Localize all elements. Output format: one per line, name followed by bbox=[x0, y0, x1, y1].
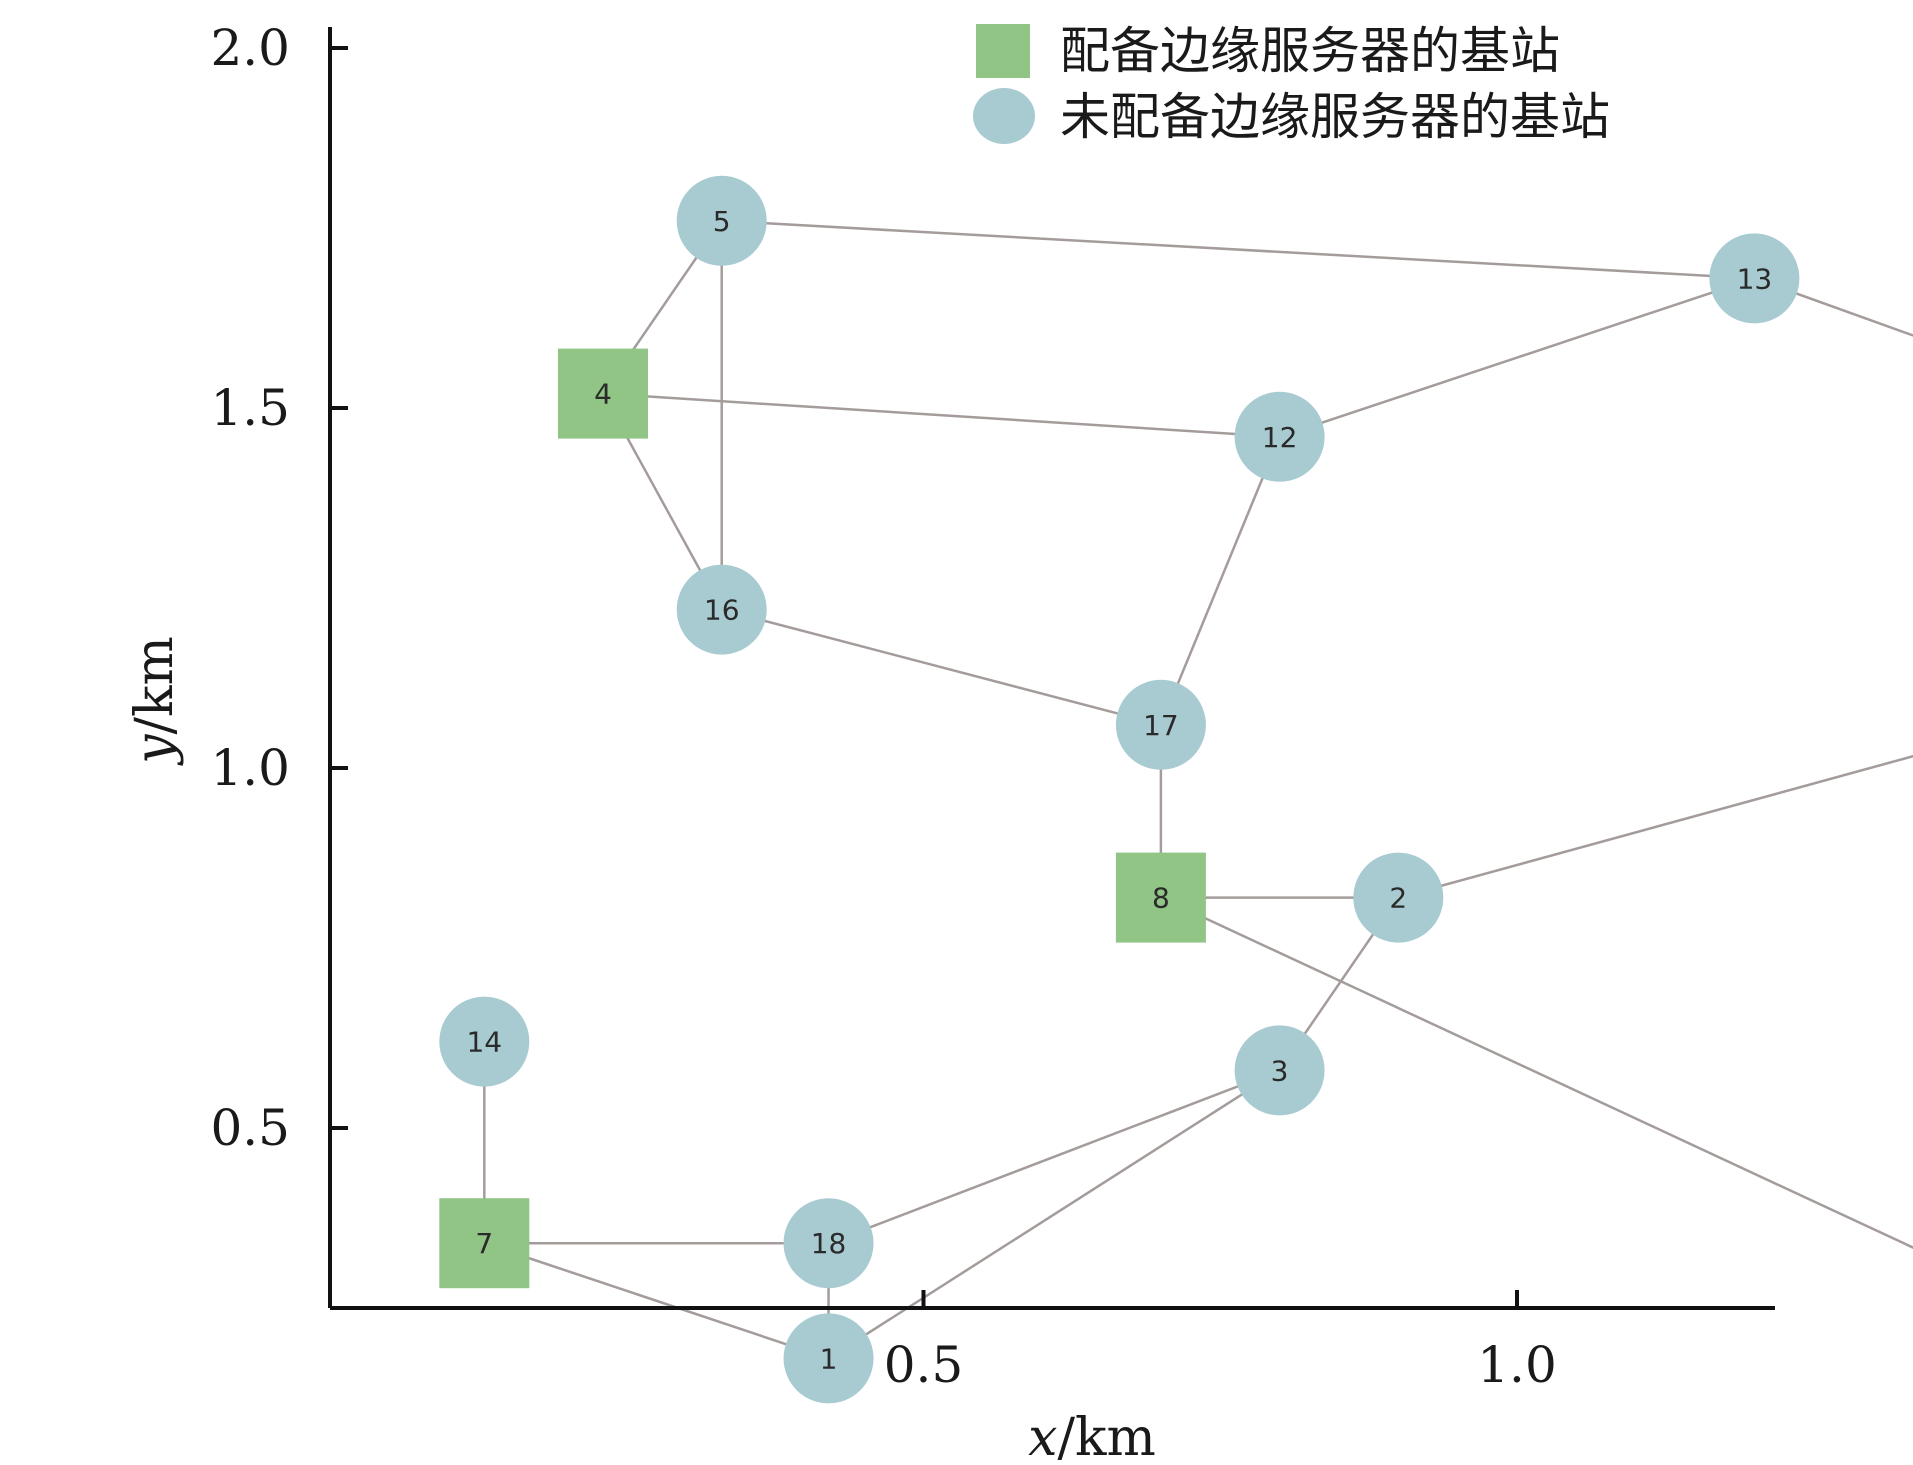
station-marker-14 bbox=[439, 996, 530, 1087]
edge-12-13 bbox=[1279, 277, 1755, 438]
x-tick-label: 0.5 bbox=[884, 1336, 964, 1394]
server-station-marker-7 bbox=[439, 1198, 530, 1289]
legend: 配备边缘服务器的基站 未配备边缘服务器的基站 bbox=[973, 22, 1610, 146]
node-label-14: 14 bbox=[466, 1026, 502, 1059]
edge-1-3 bbox=[827, 1069, 1281, 1360]
edge-2-15 bbox=[1397, 754, 1913, 899]
node-label-7: 7 bbox=[475, 1227, 493, 1260]
y-axis-unit: /km bbox=[125, 636, 185, 734]
y-tick-label: 0.5 bbox=[210, 1099, 290, 1157]
station-marker-3 bbox=[1234, 1025, 1325, 1116]
node-label-4: 4 bbox=[594, 378, 612, 411]
station-marker-12 bbox=[1234, 391, 1325, 482]
node-label-2: 2 bbox=[1389, 882, 1407, 915]
node-label-18: 18 bbox=[811, 1227, 847, 1260]
x-axis-unit: /km bbox=[1057, 1408, 1155, 1465]
edge-18-3 bbox=[828, 1069, 1281, 1245]
node-label-5: 5 bbox=[713, 205, 731, 238]
edge-16-17 bbox=[721, 608, 1162, 727]
legend-label-server: 配备边缘服务器的基站 bbox=[1060, 22, 1560, 80]
y-tick-label: 1.0 bbox=[210, 739, 290, 797]
legend-label-no-server: 未配备边缘服务器的基站 bbox=[1060, 88, 1610, 146]
edge-8-6 bbox=[1160, 896, 1913, 1249]
station-marker-17 bbox=[1115, 679, 1206, 770]
node-label-16: 16 bbox=[704, 594, 740, 627]
y-tick-label: 1.5 bbox=[210, 379, 290, 437]
edge-12-17 bbox=[1159, 436, 1281, 726]
y-tick-label: 2.0 bbox=[210, 19, 290, 77]
y-axis-label: y/km bbox=[125, 636, 185, 766]
edge-4-12 bbox=[602, 392, 1280, 439]
station-marker-2 bbox=[1353, 852, 1444, 943]
legend-square-marker bbox=[976, 24, 1030, 78]
station-marker-16 bbox=[676, 564, 767, 655]
server-station-marker-4 bbox=[558, 348, 649, 439]
edge-7-1 bbox=[483, 1242, 829, 1360]
station-marker-1 bbox=[783, 1313, 874, 1404]
station-marker-18 bbox=[783, 1198, 874, 1289]
y-axis-var: y bbox=[125, 734, 185, 766]
legend-circle-marker bbox=[973, 88, 1035, 144]
x-tick-label: 1.0 bbox=[1477, 1336, 1557, 1394]
x-axis-label: x/km bbox=[1028, 1408, 1156, 1465]
station-marker-13 bbox=[1709, 233, 1800, 324]
node-label-3: 3 bbox=[1271, 1054, 1289, 1087]
tick-layer: 0.51.01.52.00.51.01.52.0 bbox=[210, 19, 1557, 1394]
x-axis-var: x bbox=[1028, 1408, 1057, 1465]
station-marker-5 bbox=[676, 175, 767, 266]
server-station-marker-8 bbox=[1115, 852, 1206, 943]
node-layer: 123456789101112131415161718 bbox=[439, 175, 1800, 1404]
node-label-13: 13 bbox=[1737, 262, 1773, 295]
axes bbox=[328, 27, 1775, 1310]
node-label-8: 8 bbox=[1152, 882, 1170, 915]
edge-5-13 bbox=[721, 219, 1755, 280]
node-label-12: 12 bbox=[1262, 421, 1298, 454]
edge-13-11 bbox=[1753, 277, 1913, 337]
edge-layer bbox=[483, 219, 1913, 1360]
node-label-1: 1 bbox=[820, 1342, 838, 1375]
node-label-17: 17 bbox=[1143, 709, 1179, 742]
